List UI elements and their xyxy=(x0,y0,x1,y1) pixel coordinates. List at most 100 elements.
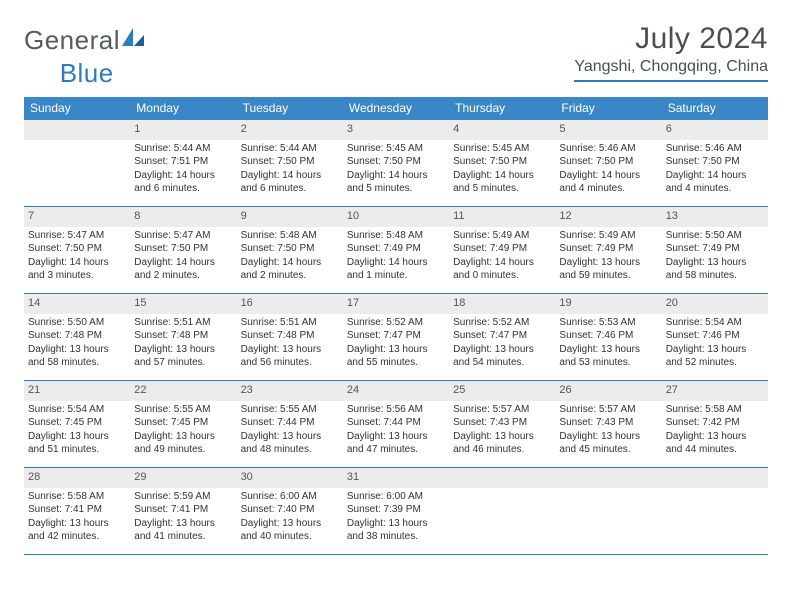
day-number: 25 xyxy=(449,381,555,401)
day-cell: 4Sunrise: 5:45 AMSunset: 7:50 PMDaylight… xyxy=(449,120,555,206)
sunrise-line: Sunrise: 5:49 AM xyxy=(453,229,551,243)
sunset-line: Sunset: 7:40 PM xyxy=(241,503,339,517)
daylight-line: Daylight: 13 hours and 40 minutes. xyxy=(241,517,339,544)
daylight-line: Daylight: 13 hours and 41 minutes. xyxy=(134,517,232,544)
day-cell: 18Sunrise: 5:52 AMSunset: 7:47 PMDayligh… xyxy=(449,294,555,380)
day-cell: 30Sunrise: 6:00 AMSunset: 7:40 PMDayligh… xyxy=(237,468,343,554)
sunrise-line: Sunrise: 5:50 AM xyxy=(666,229,764,243)
day-number: 5 xyxy=(555,120,661,140)
day-body: Sunrise: 5:47 AMSunset: 7:50 PMDaylight:… xyxy=(130,227,236,287)
sunrise-line: Sunrise: 5:59 AM xyxy=(134,490,232,504)
day-number: 12 xyxy=(555,207,661,227)
sunrise-line: Sunrise: 5:58 AM xyxy=(666,403,764,417)
day-cell: . xyxy=(555,468,661,554)
daylight-line: Daylight: 13 hours and 52 minutes. xyxy=(666,343,764,370)
day-number: . xyxy=(555,468,661,488)
daylight-line: Daylight: 14 hours and 0 minutes. xyxy=(453,256,551,283)
daylight-line: Daylight: 14 hours and 5 minutes. xyxy=(347,169,445,196)
day-body: Sunrise: 5:46 AMSunset: 7:50 PMDaylight:… xyxy=(662,140,768,200)
day-number: 1 xyxy=(130,120,236,140)
daylight-line: Daylight: 13 hours and 38 minutes. xyxy=(347,517,445,544)
sunset-line: Sunset: 7:41 PM xyxy=(28,503,126,517)
day-body: Sunrise: 5:55 AMSunset: 7:44 PMDaylight:… xyxy=(237,401,343,461)
day-body: Sunrise: 5:50 AMSunset: 7:48 PMDaylight:… xyxy=(24,314,130,374)
day-number: 15 xyxy=(130,294,236,314)
day-cell: 14Sunrise: 5:50 AMSunset: 7:48 PMDayligh… xyxy=(24,294,130,380)
sunrise-line: Sunrise: 5:51 AM xyxy=(241,316,339,330)
day-body: Sunrise: 5:52 AMSunset: 7:47 PMDaylight:… xyxy=(343,314,449,374)
day-body: Sunrise: 5:53 AMSunset: 7:46 PMDaylight:… xyxy=(555,314,661,374)
day-number: 10 xyxy=(343,207,449,227)
sunset-line: Sunset: 7:50 PM xyxy=(241,242,339,256)
daylight-line: Daylight: 13 hours and 44 minutes. xyxy=(666,430,764,457)
logo: General xyxy=(24,22,144,59)
day-number: 28 xyxy=(24,468,130,488)
daylight-line: Daylight: 13 hours and 57 minutes. xyxy=(134,343,232,370)
dow-wednesday: Wednesday xyxy=(343,97,449,120)
sunset-line: Sunset: 7:50 PM xyxy=(666,155,764,169)
day-body: Sunrise: 5:48 AMSunset: 7:50 PMDaylight:… xyxy=(237,227,343,287)
day-number: 9 xyxy=(237,207,343,227)
day-cell: 10Sunrise: 5:48 AMSunset: 7:49 PMDayligh… xyxy=(343,207,449,293)
day-body: Sunrise: 5:50 AMSunset: 7:49 PMDaylight:… xyxy=(662,227,768,287)
sunset-line: Sunset: 7:50 PM xyxy=(453,155,551,169)
sunrise-line: Sunrise: 5:53 AM xyxy=(559,316,657,330)
day-cell: 11Sunrise: 5:49 AMSunset: 7:49 PMDayligh… xyxy=(449,207,555,293)
dow-tuesday: Tuesday xyxy=(237,97,343,120)
sunrise-line: Sunrise: 5:52 AM xyxy=(453,316,551,330)
week-row: 14Sunrise: 5:50 AMSunset: 7:48 PMDayligh… xyxy=(24,294,768,381)
day-cell: 5Sunrise: 5:46 AMSunset: 7:50 PMDaylight… xyxy=(555,120,661,206)
day-body: Sunrise: 5:56 AMSunset: 7:44 PMDaylight:… xyxy=(343,401,449,461)
day-number: 30 xyxy=(237,468,343,488)
sunrise-line: Sunrise: 5:45 AM xyxy=(347,142,445,156)
sunrise-line: Sunrise: 5:57 AM xyxy=(453,403,551,417)
day-cell: 27 Sunrise: 5:58 AMSunset: 7:42 PMDayligh… xyxy=(662,381,768,467)
day-number: 14 xyxy=(24,294,130,314)
sunset-line: Sunset: 7:50 PM xyxy=(559,155,657,169)
daylight-line: Daylight: 13 hours and 45 minutes. xyxy=(559,430,657,457)
day-body: Sunrise: 5:51 AMSunset: 7:48 PMDaylight:… xyxy=(130,314,236,374)
sunrise-line: Sunrise: 5:56 AM xyxy=(347,403,445,417)
sunset-line: Sunset: 7:50 PM xyxy=(241,155,339,169)
daylight-line: Daylight: 13 hours and 58 minutes. xyxy=(28,343,126,370)
sunrise-line: Sunrise: 5:44 AM xyxy=(241,142,339,156)
day-cell: 21Sunrise: 5:54 AMSunset: 7:45 PMDayligh… xyxy=(24,381,130,467)
day-cell: 24Sunrise: 5:56 AMSunset: 7:44 PMDayligh… xyxy=(343,381,449,467)
sunset-line: Sunset: 7:49 PM xyxy=(559,242,657,256)
dow-monday: Monday xyxy=(130,97,236,120)
day-number: 11 xyxy=(449,207,555,227)
day-cell: 12Sunrise: 5:49 AMSunset: 7:49 PMDayligh… xyxy=(555,207,661,293)
daylight-line: Daylight: 14 hours and 1 minute. xyxy=(347,256,445,283)
day-body: Sunrise: 5:52 AMSunset: 7:47 PMDaylight:… xyxy=(449,314,555,374)
day-number: 27 xyxy=(662,381,768,401)
day-cell: 26Sunrise: 5:57 AMSunset: 7:43 PMDayligh… xyxy=(555,381,661,467)
day-number: 2 xyxy=(237,120,343,140)
day-body: Sunrise: 5:48 AMSunset: 7:49 PMDaylight:… xyxy=(343,227,449,287)
sunrise-line: Sunrise: 5:55 AM xyxy=(134,403,232,417)
sunrise-line: Sunrise: 5:46 AM xyxy=(666,142,764,156)
daylight-line: Daylight: 13 hours and 59 minutes. xyxy=(559,256,657,283)
title-block: July 2024 Yangshi, Chongqing, China xyxy=(574,22,768,82)
logo-text-blue: Blue xyxy=(60,58,114,89)
day-body: Sunrise: 5:44 AMSunset: 7:50 PMDaylight:… xyxy=(237,140,343,200)
daylight-line: Daylight: 13 hours and 48 minutes. xyxy=(241,430,339,457)
daylight-line: Daylight: 13 hours and 49 minutes. xyxy=(134,430,232,457)
sunset-line: Sunset: 7:42 PM xyxy=(666,416,764,430)
day-cell: 8Sunrise: 5:47 AMSunset: 7:50 PMDaylight… xyxy=(130,207,236,293)
daylight-line: Daylight: 14 hours and 3 minutes. xyxy=(28,256,126,283)
week-row: 21Sunrise: 5:54 AMSunset: 7:45 PMDayligh… xyxy=(24,381,768,468)
daylight-line: Daylight: 14 hours and 4 minutes. xyxy=(559,169,657,196)
sunset-line: Sunset: 7:43 PM xyxy=(453,416,551,430)
day-number: . xyxy=(449,468,555,488)
day-cell: 6Sunrise: 5:46 AMSunset: 7:50 PMDaylight… xyxy=(662,120,768,206)
day-number: 6 xyxy=(662,120,768,140)
sunset-line: Sunset: 7:41 PM xyxy=(134,503,232,517)
sunset-line: Sunset: 7:45 PM xyxy=(28,416,126,430)
sunrise-line: Sunrise: 5:47 AM xyxy=(28,229,126,243)
daylight-line: Daylight: 13 hours and 58 minutes. xyxy=(666,256,764,283)
day-cell: 1Sunrise: 5:44 AMSunset: 7:51 PMDaylight… xyxy=(130,120,236,206)
calendar-page: General July 2024 Yangshi, Chongqing, Ch… xyxy=(0,0,792,565)
day-number: 17 xyxy=(343,294,449,314)
day-body: Sunrise: 5:49 AMSunset: 7:49 PMDaylight:… xyxy=(555,227,661,287)
sunset-line: Sunset: 7:50 PM xyxy=(134,242,232,256)
